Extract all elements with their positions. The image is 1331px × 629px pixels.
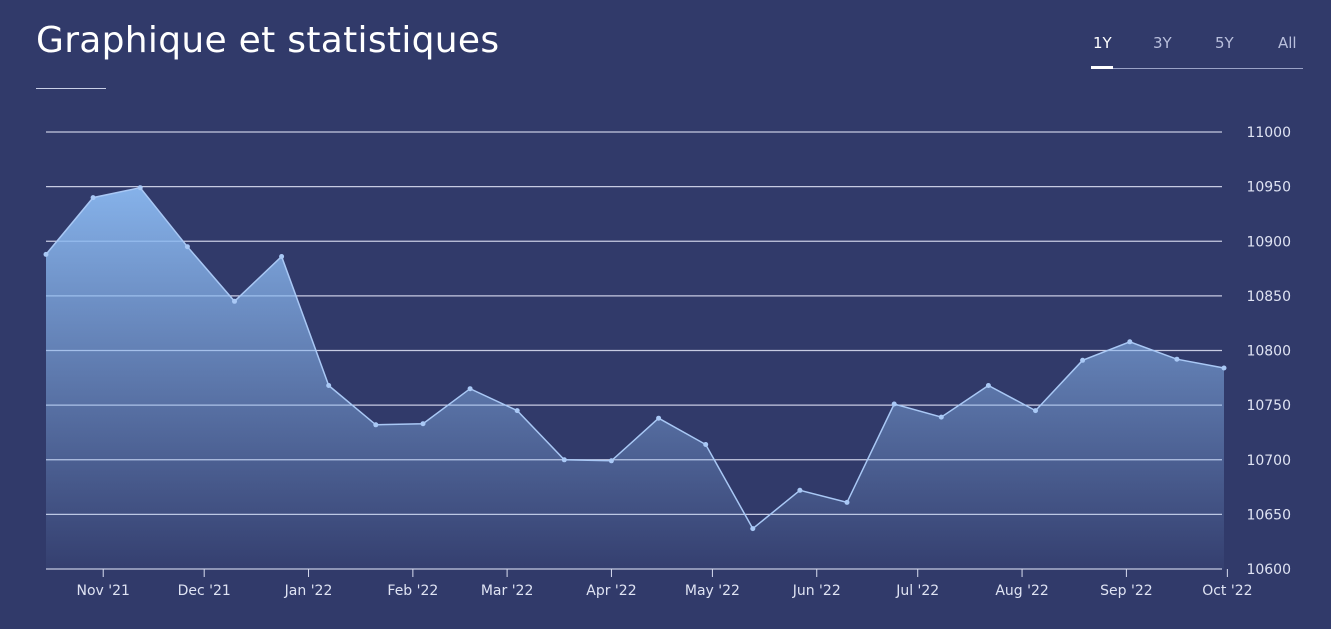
y-tick-label: 10700 [1246, 453, 1291, 469]
data-point[interactable] [279, 254, 285, 259]
x-tick-label: Sep '22 [1100, 583, 1153, 599]
data-point[interactable] [985, 383, 991, 388]
data-point[interactable] [514, 408, 520, 414]
data-point[interactable] [844, 499, 850, 505]
data-point[interactable] [1221, 365, 1227, 371]
data-point[interactable] [1127, 339, 1133, 345]
y-tick-label: 10850 [1246, 289, 1291, 305]
data-point[interactable] [184, 244, 190, 250]
y-tick-label: 10600 [1246, 562, 1291, 578]
range-tab-3y[interactable]: 3Y [1153, 34, 1172, 52]
page-title: Graphique et statistiques [36, 20, 500, 61]
title-underline [36, 88, 106, 89]
y-tick-label: 10650 [1246, 507, 1291, 523]
y-tick-label: 10800 [1246, 344, 1291, 360]
x-tick-label: Nov '21 [76, 583, 129, 599]
range-tab-all[interactable]: All [1278, 34, 1297, 52]
y-axis-labels: 10600 10650 10700 10750 10800 10850 10900 10950… [1246, 125, 1291, 578]
data-points [43, 185, 1227, 532]
x-tick-label: Feb '22 [387, 583, 438, 599]
y-tick-label: 10950 [1246, 180, 1291, 196]
range-tab-5y[interactable]: 5Y [1215, 34, 1234, 52]
data-point[interactable] [608, 458, 614, 464]
x-tick-label: Oct '22 [1202, 583, 1252, 599]
x-tick-label: May '22 [685, 583, 740, 599]
x-tick-label: Mar '22 [481, 583, 534, 599]
data-point[interactable] [1080, 357, 1086, 363]
data-point[interactable] [137, 185, 143, 191]
data-point[interactable] [1174, 356, 1180, 362]
data-point[interactable] [420, 421, 426, 427]
y-tick-label: 10750 [1246, 398, 1291, 414]
range-tabs: 1Y 3Y 5Y All [1091, 28, 1303, 69]
data-point[interactable] [232, 298, 237, 304]
x-tick-label: Jan '22 [284, 583, 333, 599]
x-tick-label: Jun '22 [792, 583, 841, 599]
data-point[interactable] [43, 251, 49, 257]
data-point[interactable] [891, 401, 897, 407]
y-tick-label: 10900 [1246, 234, 1291, 250]
data-point[interactable] [938, 414, 944, 420]
data-point[interactable] [703, 442, 709, 447]
data-point[interactable] [326, 383, 332, 388]
y-tick-label: 11000 [1246, 125, 1291, 141]
x-tick-label: Aug '22 [995, 583, 1048, 599]
data-point[interactable] [90, 195, 96, 201]
series-area [45, 186, 1225, 569]
x-tick-label: Jul '22 [895, 583, 939, 599]
active-range-indicator [1091, 66, 1113, 69]
data-point[interactable] [797, 487, 803, 493]
data-point[interactable] [561, 457, 567, 463]
series-line [45, 186, 1225, 530]
x-tick-label: Dec '21 [178, 583, 231, 599]
data-point[interactable] [750, 526, 756, 532]
series-area-fill [46, 187, 1224, 569]
x-axis-labels: Nov '21 Dec '21 Jan '22 Feb '22 Mar '22 Apr '… [76, 569, 1253, 599]
data-point[interactable] [467, 386, 473, 392]
x-tick-label: Apr '22 [586, 583, 636, 599]
data-point[interactable] [373, 422, 379, 428]
range-tab-1y[interactable]: 1Y [1093, 34, 1112, 52]
data-point[interactable] [656, 415, 662, 421]
data-point[interactable] [1033, 408, 1038, 414]
